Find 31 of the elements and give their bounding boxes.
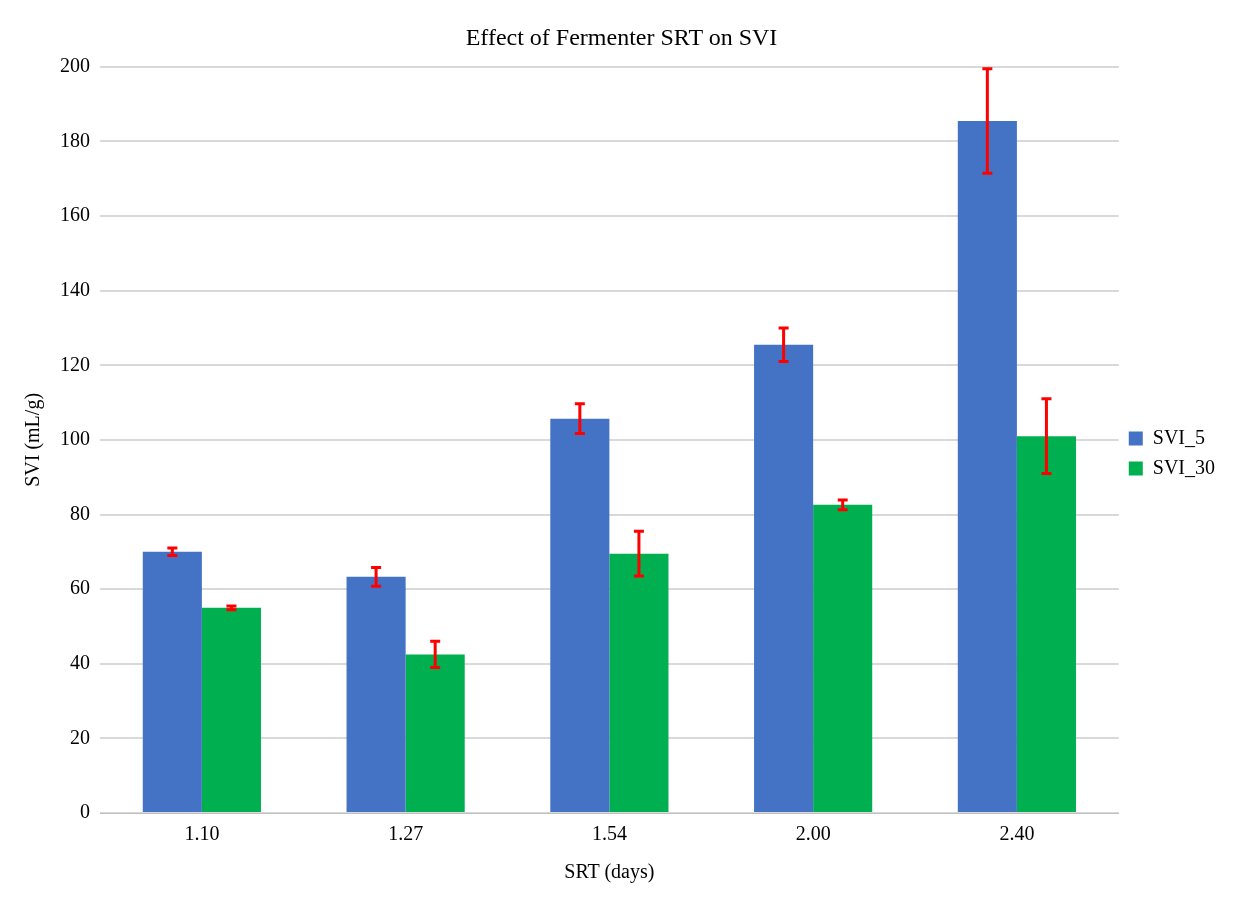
bar: [957, 120, 1017, 812]
x-tick-label: 1.54: [591, 822, 627, 845]
legend-label: SVI_30: [1152, 455, 1216, 478]
y-axis-title: SVI (mL/g): [21, 392, 45, 487]
x-tick-label: 2.00: [795, 822, 831, 845]
y-tick-label: 100: [60, 427, 90, 450]
y-tick-label: 180: [60, 128, 90, 151]
x-axis-title: SRT (days): [564, 860, 655, 884]
bar: [754, 344, 814, 812]
x-tick-label: 1.27: [388, 822, 424, 845]
x-tick-label: 1.10: [184, 822, 220, 845]
y-tick-label: 20: [70, 725, 90, 748]
bar: [405, 654, 465, 812]
bar: [346, 576, 406, 812]
chart-title: Effect of Fermenter SRT on SVI: [465, 23, 778, 50]
y-tick-label: 60: [70, 576, 90, 599]
bar: [609, 553, 669, 812]
bar: [201, 607, 261, 812]
bar: [813, 504, 873, 812]
y-tick-label: 40: [70, 651, 90, 674]
bar: [550, 418, 610, 812]
y-tick-label: 200: [60, 54, 90, 77]
bar: [142, 551, 202, 812]
bar: [1016, 436, 1076, 812]
y-tick-label: 120: [60, 352, 90, 375]
x-tick-label: 2.40: [999, 822, 1035, 845]
y-tick-label: 0: [80, 800, 90, 823]
legend-label: SVI_5: [1152, 425, 1206, 448]
y-tick-label: 80: [70, 501, 90, 524]
y-tick-label: 160: [60, 203, 90, 226]
y-tick-label: 140: [60, 277, 90, 300]
